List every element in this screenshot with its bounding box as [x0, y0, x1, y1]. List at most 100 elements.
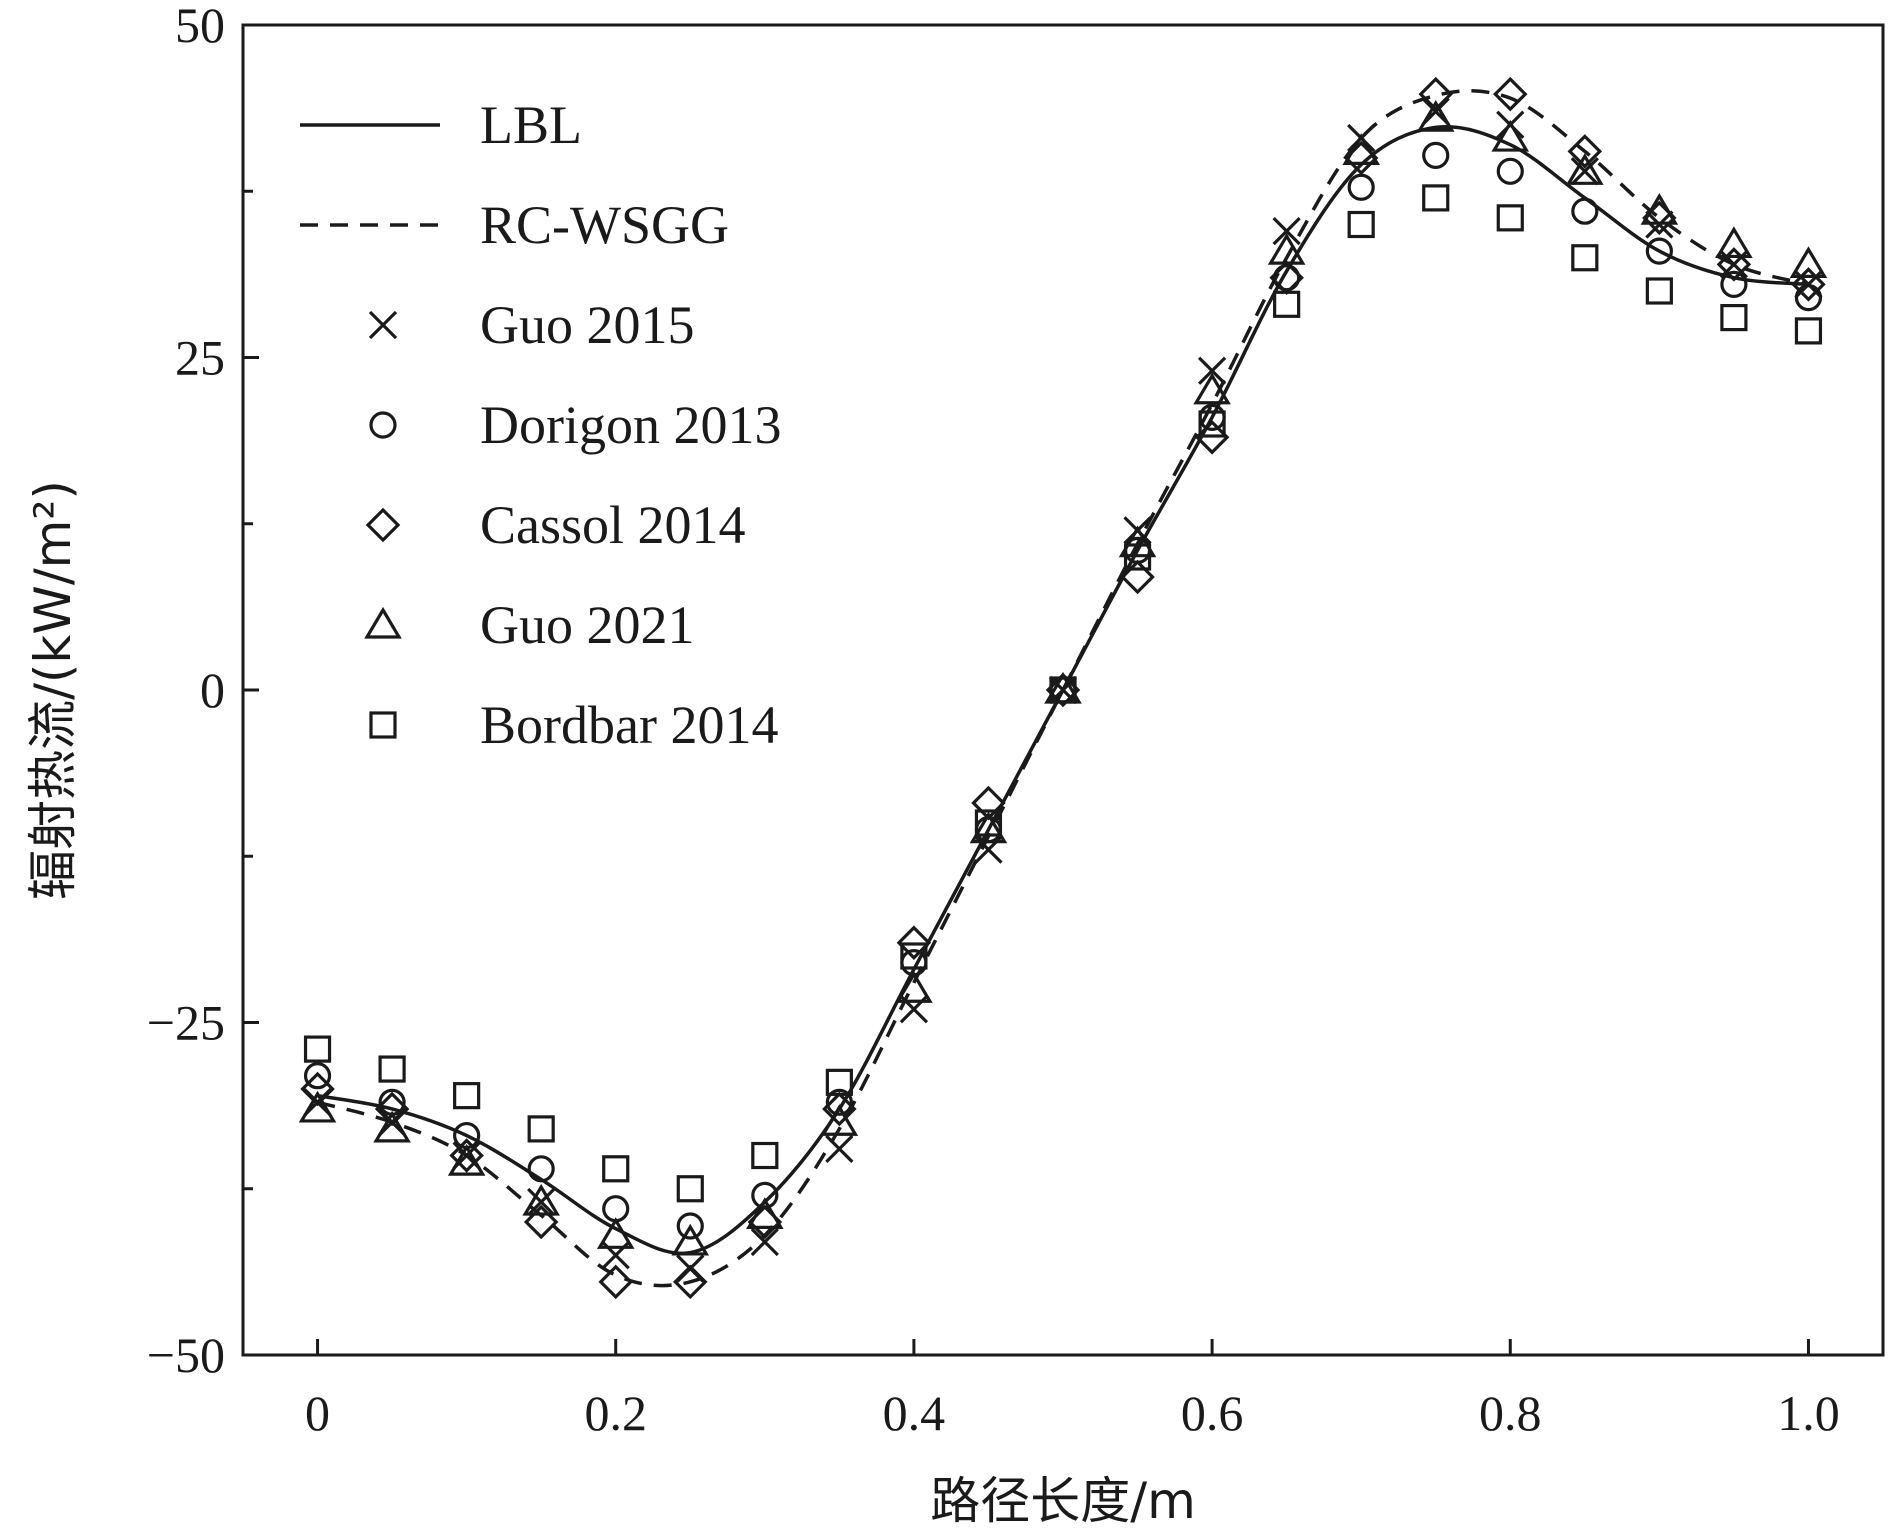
point-bordbar-2014 [1123, 543, 1152, 571]
point-guo-2021 [746, 1197, 784, 1229]
point-dorigon-2013 [676, 1212, 704, 1240]
point-cassol-2014 [1045, 672, 1081, 708]
point-cassol-2014 [598, 1264, 633, 1300]
point-guo-2021 [1193, 372, 1231, 405]
y-axis-title: 辐射热流/(kW/m²) [24, 480, 82, 900]
point-bordbar-2014 [1571, 244, 1599, 272]
point-guo-2015-stroke [825, 1134, 854, 1163]
point-guo-2021 [1491, 119, 1530, 152]
point-bordbar-2014 [900, 942, 928, 970]
legend-swatch-dorigon-2013 [369, 411, 397, 439]
point-guo-2021 [298, 1090, 337, 1123]
point-guo-2021 [1789, 246, 1828, 278]
point-guo-2021 [373, 1110, 411, 1143]
point-dorigon-2013 [1645, 237, 1673, 265]
x-tick-label: 0 [305, 1385, 330, 1441]
y-axis-ticks: −50 −25 0 25 50 [147, 0, 259, 1383]
point-bordbar-2014 [453, 1082, 481, 1110]
point-guo-2015 [1272, 217, 1301, 246]
point-guo-2015-stroke [1197, 356, 1227, 385]
point-cassol-2014 [1418, 76, 1453, 112]
point-bordbar-2014 [676, 1175, 704, 1203]
point-bordbar-2014 [378, 1055, 406, 1083]
point-dorigon-2013 [602, 1195, 630, 1223]
legend-label-guo-2015: Guo 2015 [480, 295, 695, 355]
point-guo-2015-stroke [750, 1227, 779, 1257]
point-guo-2021 [1566, 153, 1604, 185]
point-guo-2015 [1570, 157, 1599, 186]
legend-label-dorigon-2013: Dorigon 2013 [480, 395, 781, 455]
point-guo-2021 [1267, 232, 1306, 265]
point-cassol-2014 [1493, 76, 1528, 112]
point-cassol-2014 [1716, 247, 1752, 282]
point-dorigon-2013 [1794, 284, 1823, 312]
x-tick-label: 0.4 [883, 1385, 946, 1441]
point-dorigon-2013 [1347, 173, 1375, 201]
point-bordbar-2014 [1720, 304, 1748, 332]
point-guo-2021 [1416, 99, 1455, 132]
x-axis-ticks: 0 0.2 0.4 0.6 0.8 1.0 [305, 1339, 1840, 1441]
legend-swatch-guo-2021 [364, 606, 402, 639]
point-guo-2021 [1342, 133, 1380, 165]
point-guo-2015 [1197, 356, 1227, 385]
point-dorigon-2013 [825, 1088, 853, 1116]
point-bordbar-2014 [974, 809, 1003, 837]
point-guo-2021 [820, 1104, 859, 1136]
point-bordbar-2014 [1049, 676, 1077, 704]
point-guo-2021 [1118, 525, 1157, 558]
point-guo-2021 [447, 1144, 486, 1176]
point-bordbar-2014 [1422, 184, 1450, 212]
point-guo-2015-stroke [1570, 157, 1599, 186]
legend-label-rc-wsgg: RC-WSGG [480, 195, 729, 255]
point-guo-2015 [750, 1227, 779, 1257]
point-bordbar-2014 [1794, 317, 1823, 345]
legend-swatch-guo-2015-stroke [368, 310, 398, 340]
point-guo-2015-stroke [527, 1187, 556, 1217]
y-tick-label: −25 [147, 995, 225, 1051]
legend: LBL RC-WSGG Guo 2015 Dorigon 2013 Cassol 201… [300, 95, 781, 755]
point-dorigon-2013 [1496, 157, 1524, 185]
point-dorigon-2013 [1571, 197, 1599, 225]
point-cassol-2014 [896, 925, 932, 960]
point-cassol-2014 [300, 1071, 335, 1107]
point-cassol-2014 [673, 1264, 708, 1300]
point-dorigon-2013 [1720, 270, 1748, 298]
point-guo-2021 [522, 1183, 560, 1216]
point-dorigon-2013 [1273, 264, 1301, 292]
x-tick-label: 1.0 [1777, 1385, 1840, 1441]
point-dorigon-2013 [303, 1062, 332, 1090]
point-bordbar-2014 [1273, 290, 1301, 318]
x-tick-label: 0.6 [1181, 1385, 1244, 1441]
legend-label-bordbar-2014: Bordbar 2014 [480, 695, 778, 755]
point-bordbar-2014 [602, 1155, 630, 1183]
point-guo-2021 [671, 1223, 710, 1256]
point-guo-2015-stroke [1272, 217, 1301, 246]
series-markers [298, 76, 1828, 1300]
legend-swatch-guo-2015 [368, 310, 398, 340]
point-cassol-2014 [1791, 267, 1826, 302]
point-bordbar-2014 [1496, 204, 1524, 232]
point-guo-2021 [1640, 193, 1679, 225]
point-bordbar-2014 [1347, 210, 1375, 239]
point-bordbar-2014 [825, 1068, 853, 1096]
point-cassol-2014 [971, 785, 1006, 821]
point-guo-2015 [825, 1134, 854, 1163]
x-tick-label: 0.8 [1479, 1385, 1542, 1441]
point-guo-2021 [1715, 226, 1753, 259]
point-cassol-2014 [1194, 420, 1230, 455]
point-cassol-2014 [449, 1138, 484, 1173]
point-bordbar-2014 [1198, 410, 1226, 438]
point-guo-2021 [596, 1217, 635, 1249]
point-cassol-2014 [1567, 134, 1603, 169]
y-tick-label: −50 [147, 1327, 225, 1383]
x-tick-label: 0.2 [584, 1385, 647, 1441]
point-cassol-2014 [523, 1204, 559, 1240]
legend-label-lbl: LBL [480, 95, 582, 155]
point-guo-2021 [969, 811, 1008, 844]
point-guo-2021 [895, 971, 933, 1003]
legend-swatch-bordbar-2014 [369, 711, 397, 739]
point-cassol-2014 [1120, 559, 1155, 595]
point-bordbar-2014 [303, 1035, 332, 1063]
point-bordbar-2014 [527, 1115, 555, 1143]
series-line-rc-wsgg [317, 89, 1809, 1288]
